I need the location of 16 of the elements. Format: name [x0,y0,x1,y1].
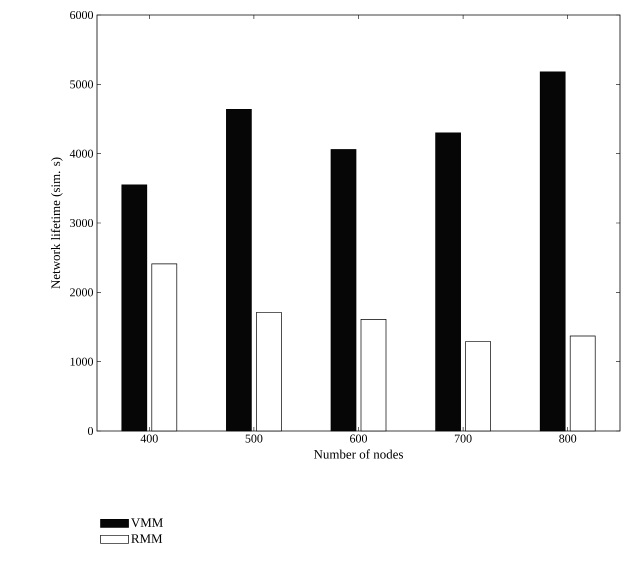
y-tick-label: 3000 [70,218,94,228]
y-tick-label: 0 [88,426,94,436]
x-tick-label: 700 [454,434,472,443]
x-axis-title: Number of nodes [314,449,403,459]
y-tick-label: 4000 [70,150,94,158]
y-tick-label: 1000 [70,358,94,366]
y-tick-label: 2000 [70,288,94,296]
y-tick-label: 5000 [70,80,94,88]
x-tick-label: 400 [140,434,158,443]
legend-label: VMM [131,518,163,528]
y-tick-label: 6000 [70,10,94,20]
legend-label: RMM [131,534,162,543]
x-tick-label: 800 [559,434,576,443]
x-tick-label: 600 [350,434,368,443]
y-axis-title: Network lifetime (sim. s) [50,158,63,289]
x-tick-label: 500 [246,434,262,443]
